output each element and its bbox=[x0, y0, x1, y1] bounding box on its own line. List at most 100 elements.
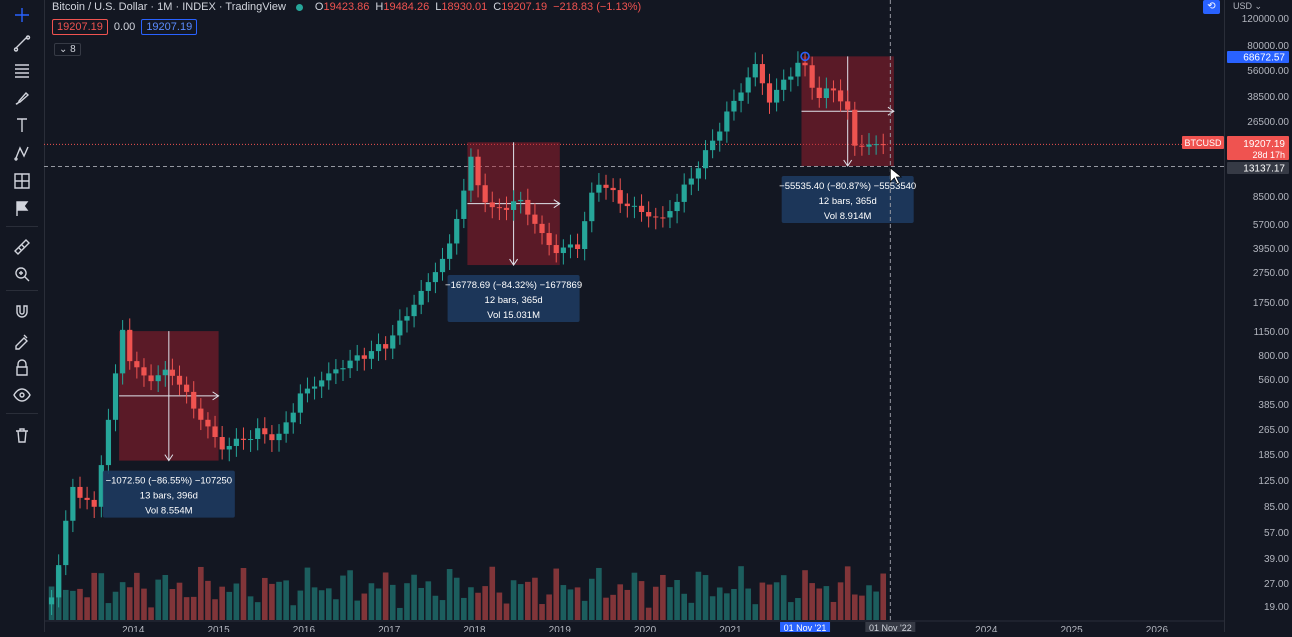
toolbar-divider bbox=[6, 290, 38, 291]
candle-body bbox=[539, 223, 545, 234]
text-icon[interactable] bbox=[9, 114, 35, 136]
projection-icon-svg bbox=[14, 173, 30, 189]
time-crosshair-tag bbox=[780, 622, 831, 632]
candle-body bbox=[745, 77, 751, 93]
candle-body bbox=[375, 344, 382, 352]
candle-body bbox=[390, 335, 396, 349]
sell-button[interactable]: 19207.19 bbox=[52, 19, 108, 35]
price-axis[interactable]: USD ⌄ 120000.00 80000.00 56000.00 38500.00 26… bbox=[1224, 0, 1292, 632]
volume-bar bbox=[247, 596, 254, 620]
chart-area[interactable]: −1072.50 (−86.55%) −107250 13 bars, 396d V… bbox=[44, 0, 1224, 632]
measure-label-text: 13 bars, 396d bbox=[140, 491, 198, 502]
pattern-icon-path bbox=[14, 146, 29, 161]
eye-icon[interactable] bbox=[9, 384, 35, 406]
price-tick-label: 185.00 bbox=[1258, 450, 1289, 461]
candle-body bbox=[766, 83, 773, 103]
time-tick-label: 2024 bbox=[975, 625, 998, 632]
candle-body bbox=[148, 375, 154, 382]
candle-body bbox=[674, 201, 680, 212]
last-price-label: 19207.19 bbox=[1243, 139, 1285, 150]
price-tick-label: 26500.00 bbox=[1247, 117, 1289, 128]
lock-draw-icon[interactable] bbox=[9, 329, 35, 351]
volume-bar bbox=[183, 597, 190, 620]
volume-bar bbox=[283, 580, 289, 620]
candle-body bbox=[774, 89, 780, 103]
buy-button[interactable]: 19207.19 bbox=[141, 19, 198, 35]
fib-icon-svg bbox=[15, 64, 29, 78]
candle-body bbox=[638, 205, 645, 213]
measure-label-text: −55535.40 (−80.87%) −5553540 bbox=[779, 181, 916, 192]
volume-bar bbox=[830, 601, 837, 620]
volume-bar bbox=[397, 607, 403, 620]
candle-body bbox=[752, 64, 758, 78]
candle-body bbox=[525, 199, 531, 215]
volume-bar bbox=[333, 599, 339, 620]
brush-icon[interactable] bbox=[9, 87, 35, 109]
volume-bar bbox=[55, 567, 62, 620]
candle-body bbox=[589, 192, 595, 222]
time-axis: 2014201520162017201820192020202120222023… bbox=[44, 620, 1224, 632]
pattern-icon[interactable] bbox=[9, 142, 35, 164]
volume-bar bbox=[134, 572, 140, 620]
volume-bar bbox=[496, 592, 503, 620]
magnet-icon[interactable] bbox=[9, 301, 35, 323]
volume-bar bbox=[603, 597, 609, 620]
price-tick-label: 38500.00 bbox=[1247, 92, 1289, 103]
flag-icon[interactable] bbox=[9, 198, 35, 220]
candle-body bbox=[759, 64, 765, 84]
open-label: O bbox=[314, 1, 324, 13]
ruler-icon[interactable] bbox=[9, 236, 35, 258]
volume-bar bbox=[446, 569, 453, 620]
candle-body bbox=[624, 203, 630, 207]
fib-icon[interactable] bbox=[9, 59, 35, 81]
measure-label-box bbox=[102, 470, 235, 518]
volume-bar bbox=[77, 588, 83, 620]
volume-bar bbox=[262, 577, 268, 620]
volume-bar bbox=[788, 602, 794, 620]
eye-icon-svg bbox=[13, 388, 31, 402]
close-value: 19207.19 bbox=[501, 1, 548, 13]
candle-body bbox=[262, 428, 268, 435]
lock-icon[interactable] bbox=[9, 357, 35, 379]
volume-bar bbox=[610, 594, 616, 620]
trash-icon-path bbox=[16, 428, 28, 443]
volume-bar bbox=[233, 583, 240, 620]
volume-bar bbox=[240, 568, 247, 620]
price-tick-label: 80000.00 bbox=[1247, 41, 1289, 52]
candle-body bbox=[105, 419, 112, 466]
candle-body bbox=[482, 185, 488, 203]
volume-bar bbox=[212, 599, 218, 620]
crosshair-icon[interactable] bbox=[9, 4, 35, 26]
zoom-icon[interactable] bbox=[9, 263, 35, 285]
symbol-title[interactable]: Bitcoin / U.S. Dollar · 1M · INDEX · Tra… bbox=[52, 1, 286, 13]
trash-icon[interactable] bbox=[9, 424, 35, 446]
candle-body bbox=[198, 408, 204, 420]
price-axis-svg: USD ⌄ 120000.00 80000.00 56000.00 38500.00 26… bbox=[1227, 1, 1290, 613]
layout-sync-icon[interactable]: ⟲ bbox=[1203, 0, 1220, 14]
price-tick-label: 85.00 bbox=[1264, 502, 1289, 513]
volume-bar bbox=[525, 581, 531, 620]
candle-body bbox=[873, 144, 879, 146]
candle-body bbox=[141, 367, 147, 376]
price-chart[interactable]: −1072.50 (−86.55%) −107250 13 bars, 396d V… bbox=[44, 0, 1224, 632]
candle-body bbox=[226, 445, 232, 450]
volume-bar bbox=[453, 577, 460, 620]
symbol-tag-label: BTCUSD bbox=[1184, 138, 1222, 148]
candle-body bbox=[880, 144, 886, 146]
volume-bar bbox=[851, 594, 858, 620]
candle-body bbox=[574, 244, 581, 250]
time-tick-label: 2015 bbox=[207, 625, 230, 632]
trendline-icon[interactable] bbox=[9, 31, 35, 53]
indicators-toggle[interactable]: ⌄ 8 bbox=[54, 43, 81, 56]
projection-icon[interactable] bbox=[9, 170, 35, 192]
time-crosshair-label: 01 Nov '21 bbox=[784, 623, 827, 632]
price-tick-label: 2750.00 bbox=[1253, 268, 1290, 279]
price-tick-label: 3950.00 bbox=[1253, 244, 1290, 255]
candle-body bbox=[184, 384, 190, 392]
candle-body bbox=[859, 145, 865, 147]
candle-body bbox=[383, 344, 389, 349]
trade-panel: 19207.19 0.00 19207.19 bbox=[52, 19, 198, 35]
volume-bar bbox=[432, 595, 439, 620]
candle-body bbox=[162, 369, 168, 376]
candle-body bbox=[84, 497, 90, 500]
